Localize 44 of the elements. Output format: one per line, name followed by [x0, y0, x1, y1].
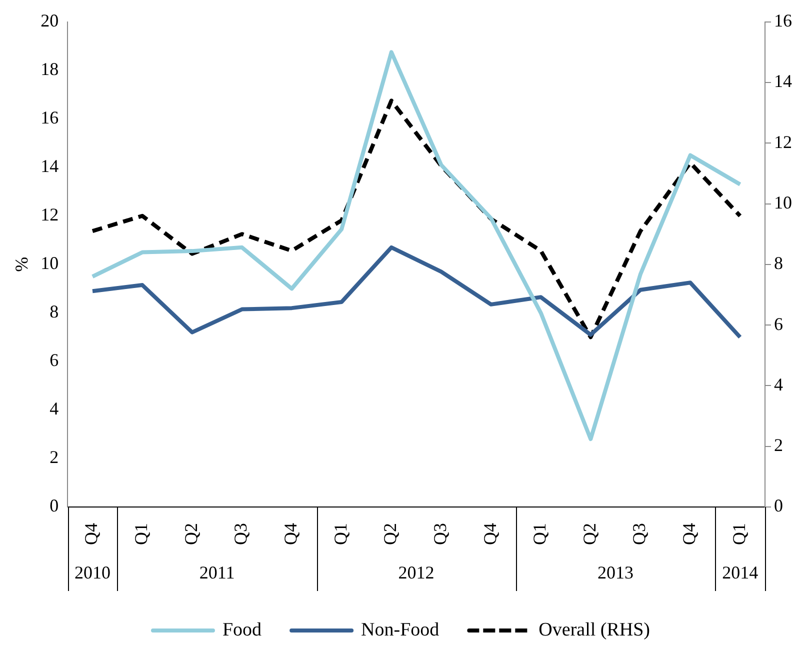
x-tick-label: Q1 [728, 523, 749, 545]
text: 2012 [398, 562, 434, 583]
legend-label: Overall (RHS) [538, 619, 650, 640]
y2-tick-label: 0 [774, 496, 783, 516]
text: 2013 [598, 562, 634, 583]
y2-tick-label: 4 [774, 374, 783, 394]
y2-tick-label: 6 [774, 314, 783, 334]
x-tick-label: Q3 [430, 523, 450, 545]
text: 2010 [74, 562, 111, 583]
x-tick-label: Q4 [280, 523, 300, 545]
y2-tick-label: 2 [774, 435, 783, 456]
y-tick-label: 12 [40, 204, 59, 225]
x-tick-label: Q2 [380, 523, 400, 545]
x-tick-label: Q3 [629, 523, 650, 545]
y-tick-label: 0 [50, 496, 59, 516]
y-axis-title: % [12, 256, 32, 272]
x-tick-label: Q1 [131, 523, 152, 545]
y-tick-label: 20 [40, 10, 59, 31]
y-tick-label: 10 [40, 253, 59, 274]
y2-tick-label: 10 [774, 192, 792, 212]
x-tick-label: Q4 [480, 523, 500, 545]
legend-label: Food [222, 619, 262, 640]
y-tick-label: 18 [40, 59, 59, 80]
text: 2011 [199, 562, 235, 583]
y-tick-label: 16 [40, 108, 59, 128]
y2-tick-label: 8 [774, 253, 783, 274]
y-tick-label: 6 [50, 350, 59, 370]
y-tick-label: 8 [50, 302, 59, 322]
x-tick-label: Q1 [330, 523, 350, 545]
x-tick-label: Q2 [180, 523, 201, 545]
y-tick-label: 2 [50, 447, 59, 468]
y-tick-label: 4 [50, 398, 59, 419]
y2-tick-label: 12 [774, 132, 792, 152]
y-tick-label: 14 [40, 156, 59, 176]
x-tick-label: Q4 [679, 523, 700, 545]
x-tick-label: Q4 [81, 523, 102, 545]
line-series [90, 98, 742, 340]
y2-tick-label: 14 [774, 71, 792, 92]
legend-label: Non-Food [361, 619, 440, 640]
y2-tick-label: 16 [774, 10, 792, 31]
x-tick-label: Q1 [530, 523, 550, 545]
text: 2014 [722, 562, 758, 583]
x-tick-label: Q2 [579, 523, 600, 545]
x-tick-label: Q3 [230, 523, 251, 545]
